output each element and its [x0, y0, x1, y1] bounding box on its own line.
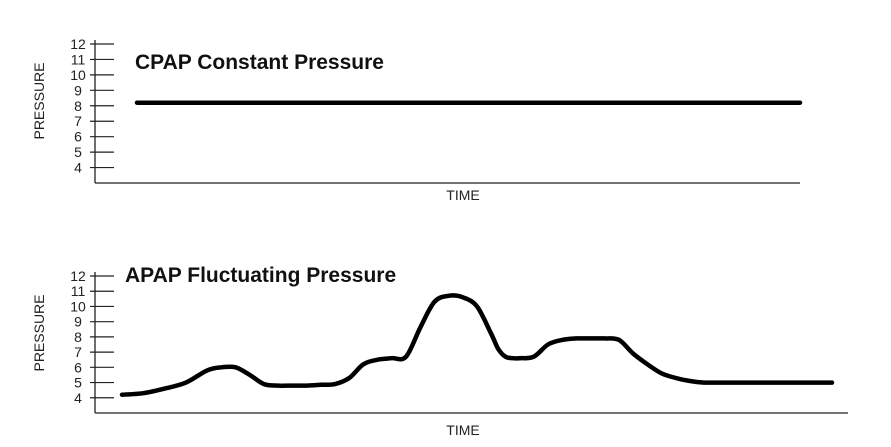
apap-y-tick-label: 12 [70, 268, 86, 284]
apap-y-tick-label: 10 [70, 298, 86, 314]
apap-y-tick-label: 6 [74, 359, 82, 375]
cpap-y-tick-label: 6 [74, 129, 82, 145]
apap-y-axis-label: PRESSURE [31, 294, 47, 371]
cpap-y-tick-label: 12 [70, 36, 86, 52]
apap-y-tick-label: 11 [71, 283, 86, 299]
cpap-y-tick-label: 10 [70, 67, 86, 83]
apap-y-tick-label: 8 [74, 329, 82, 345]
apap-y-tick-label: 5 [74, 375, 82, 391]
cpap-y-tick-label: 5 [74, 144, 82, 160]
cpap-y-tick-label: 7 [74, 113, 82, 129]
apap-y-tick-label: 4 [74, 390, 82, 406]
cpap-y-tick-label: 4 [74, 160, 82, 176]
cpap-chart-title: CPAP Constant Pressure [135, 51, 384, 74]
apap-series [119, 293, 835, 397]
apap-y-tick-label: 9 [74, 314, 82, 330]
cpap-y-axis-label: PRESSURE [31, 62, 47, 139]
cpap-y-tick-label: 8 [74, 98, 82, 114]
apap-pressure-line [119, 293, 835, 397]
cpap-x-axis-label: TIME [446, 187, 479, 203]
apap-y-tick-label: 7 [74, 344, 82, 360]
cpap-y-tick-label: 11 [71, 51, 86, 67]
apap-chart-title: APAP Fluctuating Pressure [125, 264, 396, 287]
apap-x-axis-label: TIME [446, 422, 479, 438]
cpap-y-tick-label: 9 [74, 82, 82, 98]
